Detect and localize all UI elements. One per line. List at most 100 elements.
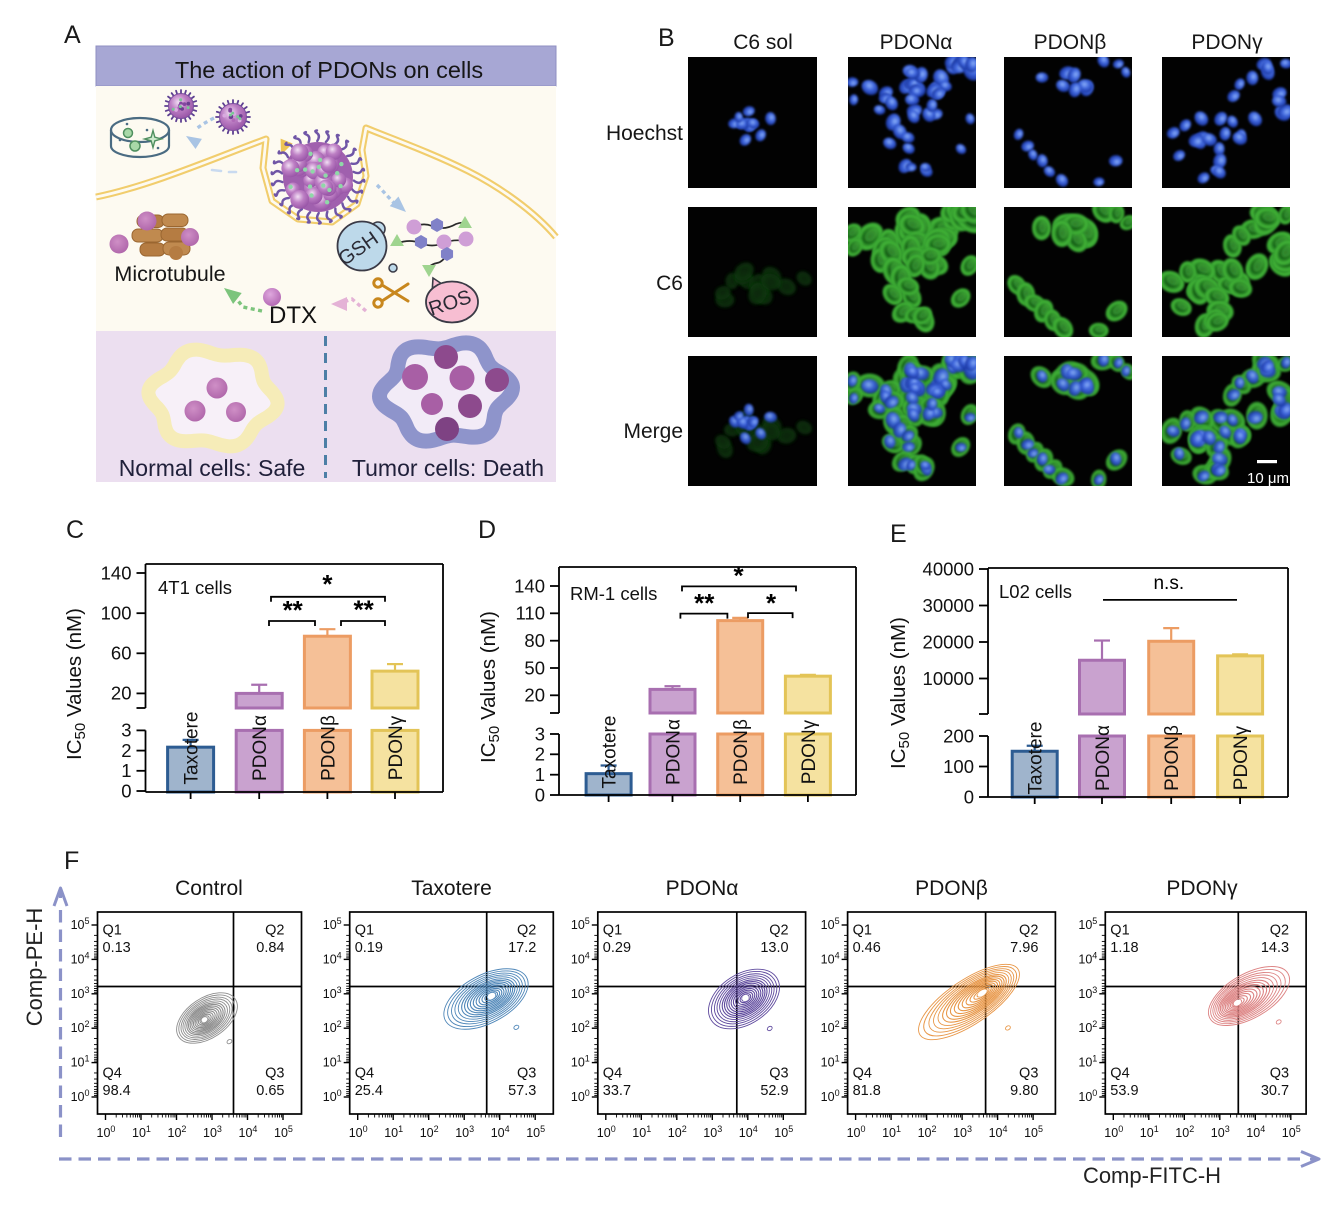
- svg-text:Q4: Q4: [355, 1066, 374, 1082]
- svg-text:4T1 cells: 4T1 cells: [158, 577, 232, 598]
- svg-text:Q1: Q1: [853, 923, 872, 939]
- svg-text:20: 20: [111, 683, 132, 704]
- svg-text:E: E: [890, 520, 907, 548]
- svg-text:102: 102: [168, 1124, 187, 1140]
- svg-text:Q4: Q4: [103, 1066, 122, 1082]
- svg-text:The action of PDONs on cells: The action of PDONs on cells: [175, 57, 483, 83]
- svg-text:102: 102: [571, 1019, 590, 1035]
- svg-text:100: 100: [571, 1088, 590, 1104]
- svg-text:Hoechst: Hoechst: [606, 122, 683, 145]
- svg-text:Q4: Q4: [603, 1066, 622, 1082]
- svg-text:DTX: DTX: [269, 302, 317, 329]
- svg-text:105: 105: [821, 916, 840, 932]
- svg-text:101: 101: [1140, 1124, 1159, 1140]
- svg-text:*: *: [766, 588, 777, 618]
- svg-text:3: 3: [535, 723, 545, 744]
- svg-text:100: 100: [101, 603, 132, 624]
- svg-text:0.29: 0.29: [603, 940, 631, 956]
- svg-text:1: 1: [121, 760, 131, 781]
- svg-text:PDONγ: PDONγ: [1231, 725, 1252, 790]
- svg-text:Q1: Q1: [1110, 923, 1129, 939]
- svg-text:101: 101: [323, 1054, 342, 1070]
- svg-text:104: 104: [989, 1124, 1008, 1140]
- svg-text:103: 103: [953, 1124, 972, 1140]
- svg-text:Q1: Q1: [355, 923, 374, 939]
- svg-text:104: 104: [239, 1124, 258, 1140]
- svg-text:Taxotere: Taxotere: [600, 716, 621, 789]
- svg-text:100: 100: [1104, 1124, 1123, 1140]
- svg-text:102: 102: [323, 1019, 342, 1035]
- svg-text:PDONβ: PDONβ: [731, 719, 752, 785]
- svg-text:Q4: Q4: [853, 1066, 872, 1082]
- svg-text:53.9: 53.9: [1110, 1083, 1138, 1099]
- svg-text:PDONβ: PDONβ: [1034, 31, 1107, 54]
- svg-text:1.18: 1.18: [1110, 940, 1138, 956]
- svg-text:PDONα: PDONα: [1093, 725, 1114, 791]
- svg-text:PDONα: PDONα: [250, 715, 271, 781]
- svg-text:Q3: Q3: [265, 1066, 284, 1082]
- svg-text:104: 104: [821, 950, 840, 966]
- svg-text:103: 103: [323, 985, 342, 1001]
- svg-text:101: 101: [384, 1124, 403, 1140]
- svg-text:20: 20: [524, 685, 545, 706]
- svg-text:*: *: [734, 561, 745, 591]
- svg-text:0.13: 0.13: [103, 940, 131, 956]
- svg-text:A: A: [64, 21, 81, 49]
- svg-text:101: 101: [882, 1124, 901, 1140]
- svg-text:2: 2: [535, 744, 545, 765]
- svg-text:104: 104: [71, 950, 90, 966]
- svg-text:101: 101: [821, 1054, 840, 1070]
- svg-text:105: 105: [323, 916, 342, 932]
- svg-text:Control: Control: [175, 877, 243, 900]
- svg-text:100: 100: [349, 1124, 368, 1140]
- svg-text:103: 103: [1078, 985, 1097, 1001]
- svg-text:9.80: 9.80: [1010, 1083, 1038, 1099]
- svg-text:103: 103: [571, 985, 590, 1001]
- svg-text:103: 103: [203, 1124, 222, 1140]
- svg-text:PDONγ: PDONγ: [1166, 877, 1238, 900]
- svg-text:100: 100: [597, 1124, 616, 1140]
- svg-text:Q3: Q3: [769, 1066, 788, 1082]
- svg-text:80: 80: [524, 630, 545, 651]
- svg-text:7.96: 7.96: [1010, 940, 1038, 956]
- svg-text:3: 3: [121, 720, 131, 741]
- svg-text:**: **: [283, 595, 304, 625]
- svg-text:104: 104: [491, 1124, 510, 1140]
- svg-text:105: 105: [71, 916, 90, 932]
- svg-text:14.3: 14.3: [1261, 940, 1289, 956]
- svg-text:101: 101: [71, 1054, 90, 1070]
- svg-text:100: 100: [821, 1088, 840, 1104]
- svg-text:101: 101: [1078, 1054, 1097, 1070]
- svg-text:17.2: 17.2: [508, 940, 536, 956]
- svg-text:IC50 Values (nM): IC50 Values (nM): [887, 617, 913, 769]
- svg-text:C: C: [66, 516, 84, 544]
- svg-text:57.3: 57.3: [508, 1083, 536, 1099]
- svg-text:Q2: Q2: [265, 923, 284, 939]
- svg-text:100: 100: [943, 756, 974, 777]
- svg-text:Q2: Q2: [1019, 923, 1038, 939]
- svg-text:102: 102: [71, 1019, 90, 1035]
- svg-text:140: 140: [514, 575, 545, 596]
- svg-text:101: 101: [132, 1124, 151, 1140]
- svg-text:Microtubule: Microtubule: [114, 262, 225, 286]
- svg-text:102: 102: [821, 1019, 840, 1035]
- svg-text:100: 100: [97, 1124, 116, 1140]
- svg-text:20000: 20000: [923, 631, 974, 652]
- svg-text:Q2: Q2: [517, 923, 536, 939]
- svg-text:102: 102: [668, 1124, 687, 1140]
- svg-text:100: 100: [71, 1088, 90, 1104]
- svg-text:**: **: [353, 594, 374, 624]
- svg-text:*: *: [322, 569, 333, 599]
- svg-text:**: **: [694, 588, 715, 618]
- svg-text:104: 104: [739, 1124, 758, 1140]
- svg-text:Q4: Q4: [1110, 1066, 1129, 1082]
- svg-text:103: 103: [703, 1124, 722, 1140]
- svg-text:Q2: Q2: [1270, 923, 1289, 939]
- svg-text:0: 0: [535, 784, 545, 805]
- svg-text:10 μm: 10 μm: [1247, 470, 1289, 487]
- svg-text:Taxotere: Taxotere: [411, 877, 492, 900]
- svg-text:PDONα: PDONα: [666, 877, 739, 900]
- svg-text:0.46: 0.46: [853, 940, 881, 956]
- svg-text:C6 sol: C6 sol: [733, 31, 793, 54]
- svg-text:Q3: Q3: [1019, 1066, 1038, 1082]
